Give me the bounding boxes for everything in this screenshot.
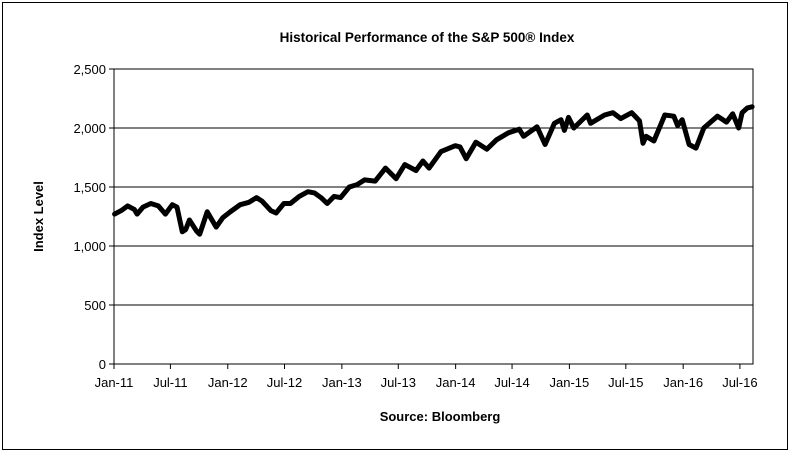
chart-frame: Historical Performance of the S&P 500® I…	[2, 2, 788, 450]
x-tick-label: Jan-14	[436, 375, 476, 390]
x-tick-label: Jul-14	[494, 375, 529, 390]
x-tick-label: Jul-15	[608, 375, 643, 390]
x-axis-label: Source: Bloomberg	[380, 409, 501, 424]
x-axis-ticks: Jan-11 Jul-11 Jan-12 Jul-12 Jan-13 Jul-13 Jan-…	[95, 364, 758, 390]
y-axis-label: Index Level	[31, 181, 46, 252]
chart-title: Historical Performance of the S&P 500® I…	[280, 30, 575, 45]
x-tick-label: Jan-13	[322, 375, 362, 390]
x-tick-label: Jul-16	[722, 375, 757, 390]
x-tick-label: Jan-12	[208, 375, 248, 390]
y-axis-ticks: 0 500 1,000 1,500 2,000 2,500	[73, 62, 114, 372]
y-tick-label: 1,500	[73, 180, 106, 195]
x-tick-label: Jul-11	[153, 375, 187, 390]
x-tick-label: Jan-16	[663, 375, 703, 390]
y-tick-label: 1,000	[73, 239, 106, 254]
x-tick-label: Jul-13	[381, 375, 416, 390]
y-tick-label: 0	[99, 357, 106, 372]
x-tick-label: Jan-15	[550, 375, 590, 390]
x-tick-label: Jul-12	[267, 375, 302, 390]
x-tick-label: Jan-11	[95, 375, 134, 390]
y-tick-label: 2,500	[73, 62, 106, 77]
y-tick-label: 2,000	[73, 121, 106, 136]
line-chart: Historical Performance of the S&P 500® I…	[31, 30, 758, 424]
y-tick-label: 500	[84, 298, 106, 313]
series-line	[112, 104, 755, 237]
grid-lines	[114, 127, 753, 306]
